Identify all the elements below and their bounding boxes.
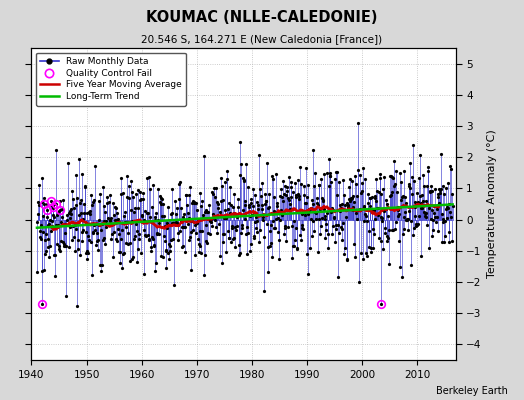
Text: KOUMAC (NLLE-CALEDONIE): KOUMAC (NLLE-CALEDONIE): [146, 10, 378, 25]
Text: 20.546 S, 164.271 E (New Caledonia [France]): 20.546 S, 164.271 E (New Caledonia [Fran…: [141, 34, 383, 44]
Text: Berkeley Earth: Berkeley Earth: [436, 386, 508, 396]
Y-axis label: Temperature Anomaly (°C): Temperature Anomaly (°C): [487, 130, 497, 278]
Legend: Raw Monthly Data, Quality Control Fail, Five Year Moving Average, Long-Term Tren: Raw Monthly Data, Quality Control Fail, …: [36, 52, 186, 106]
